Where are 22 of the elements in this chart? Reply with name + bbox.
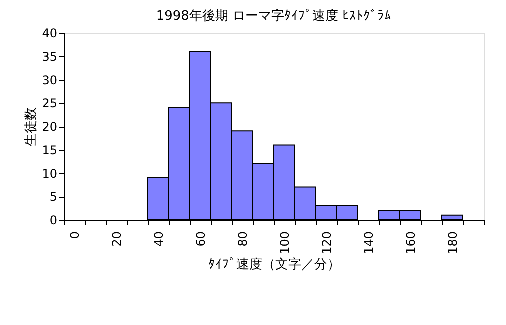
- x-axis-title: ﾀｲﾌﾟ速度（文字／分）: [208, 256, 340, 272]
- y-tick-label: 30: [42, 73, 58, 88]
- y-tick-label: 0: [50, 214, 58, 228]
- y-tick-label: 25: [42, 96, 58, 111]
- y-axis-title: 生徒数: [24, 108, 40, 146]
- y-tick-label: 5: [50, 190, 58, 204]
- x-tick-label: 80: [236, 232, 250, 247]
- chart-title: 1998年後期 ローマ字ﾀｲﾌﾟ速度 ﾋｽﾄｸﾞﾗﾑ: [156, 8, 392, 24]
- x-tick-label: 0: [68, 232, 82, 240]
- x-tick-label: 160: [404, 232, 418, 254]
- x-tick-label: 40: [152, 232, 166, 247]
- x-tick-label: 20: [110, 232, 124, 247]
- x-tick-label: 100: [278, 232, 292, 254]
- y-tick-label: 20: [42, 120, 58, 134]
- y-tick-label: 10: [42, 166, 58, 181]
- y-tick-label: 35: [42, 50, 58, 64]
- x-tick-label: 140: [362, 232, 376, 254]
- y-tick-label: 40: [42, 26, 58, 40]
- x-tick-label: 180: [446, 232, 460, 254]
- y-tick-label: 15: [42, 143, 58, 158]
- x-tick-label: 120: [320, 232, 334, 254]
- x-tick-label: 60: [194, 232, 208, 247]
